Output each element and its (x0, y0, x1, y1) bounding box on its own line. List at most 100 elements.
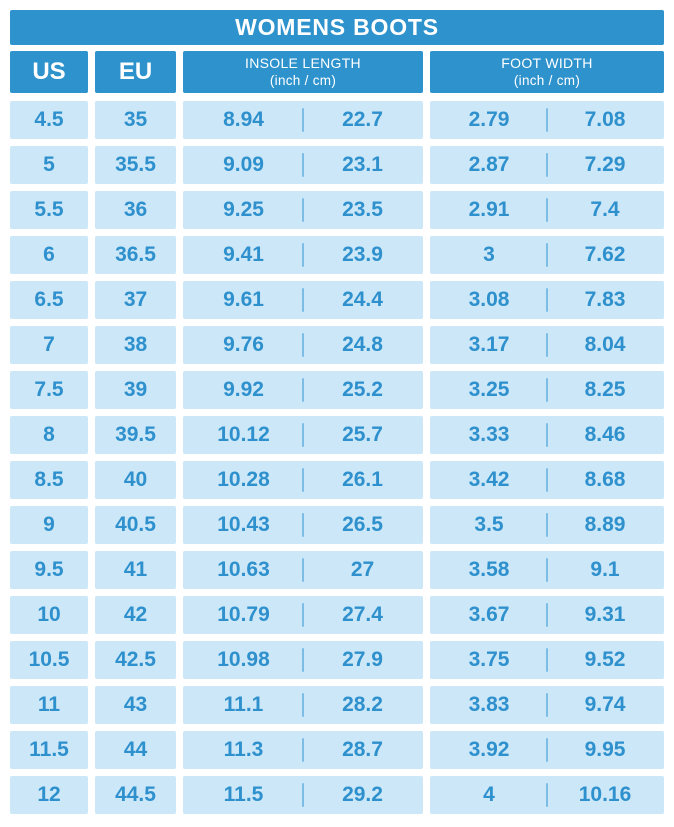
table-row: 6.5 37 9.61 24.4 3.08 7.83 (10, 281, 664, 319)
inch-cm-divider (302, 108, 304, 132)
foot-width-cell: 3.83 9.74 (430, 686, 664, 724)
insole-length-label: INSOLE LENGTH (245, 55, 361, 72)
width-inch-value: 3.17 (468, 333, 510, 356)
us-size-cell: 5 (10, 146, 88, 184)
inch-cm-divider (302, 783, 304, 807)
foot-width-cell: 2.91 7.4 (430, 191, 664, 229)
insole-cm-value: 28.7 (342, 738, 383, 761)
inch-cm-divider (302, 423, 304, 447)
us-size-cell: 9 (10, 506, 88, 544)
inch-cm-divider (302, 468, 304, 492)
width-cm-value: 7.83 (584, 288, 626, 311)
insole-cm-value: 23.5 (342, 198, 383, 221)
inch-cm-divider (302, 513, 304, 537)
insole-cm-value: 23.9 (342, 243, 383, 266)
width-inch-value: 3.75 (468, 648, 510, 671)
inch-cm-divider (546, 378, 548, 402)
inch-cm-divider (546, 108, 548, 132)
eu-size-cell: 39 (95, 371, 176, 409)
insole-length-cell: 11.5 29.2 (183, 776, 423, 814)
table-row: 9.5 41 10.63 27 3.58 9.1 (10, 551, 664, 589)
insole-cm-value: 25.2 (342, 378, 383, 401)
width-inch-value: 3.25 (468, 378, 510, 401)
table-row: 9 40.5 10.43 26.5 3.5 8.89 (10, 506, 664, 544)
table-row: 8 39.5 10.12 25.7 3.33 8.46 (10, 416, 664, 454)
us-size-cell: 11 (10, 686, 88, 724)
table-row: 11 43 11.1 28.2 3.83 9.74 (10, 686, 664, 724)
width-cm-value: 9.31 (584, 603, 626, 626)
insole-cm-value: 27.4 (342, 603, 383, 626)
us-size-cell: 12 (10, 776, 88, 814)
insole-cm-value: 27.9 (342, 648, 383, 671)
inch-cm-divider (302, 738, 304, 762)
insole-length-cell: 9.61 24.4 (183, 281, 423, 319)
insole-inch-value: 10.43 (217, 513, 270, 536)
insole-inch-value: 10.63 (217, 558, 270, 581)
table-row: 7 38 9.76 24.8 3.17 8.04 (10, 326, 664, 364)
width-cm-value: 7.4 (590, 198, 620, 221)
inch-cm-divider (302, 243, 304, 267)
col-header-insole-length: INSOLE LENGTH (inch / cm) (183, 51, 423, 93)
insole-inch-value: 9.76 (223, 333, 264, 356)
width-cm-value: 9.52 (584, 648, 626, 671)
insole-inch-value: 9.92 (223, 378, 264, 401)
inch-cm-divider (302, 693, 304, 717)
foot-width-cell: 2.79 7.08 (430, 101, 664, 139)
width-cm-value: 8.68 (584, 468, 626, 491)
insole-length-cell: 10.28 26.1 (183, 461, 423, 499)
insole-inch-value: 9.41 (223, 243, 264, 266)
width-inch-value: 3.33 (468, 423, 510, 446)
width-cm-value: 8.25 (584, 378, 626, 401)
table-rows: 4.5 35 8.94 22.7 2.79 7.08 5 35.5 9.09 2… (10, 101, 664, 814)
us-size-cell: 6.5 (10, 281, 88, 319)
width-inch-value: 3.58 (468, 558, 510, 581)
inch-cm-divider (546, 693, 548, 717)
eu-size-cell: 40 (95, 461, 176, 499)
insole-cm-value: 27 (350, 558, 375, 581)
table-row: 11.5 44 11.3 28.7 3.92 9.95 (10, 731, 664, 769)
width-cm-value: 9.1 (590, 558, 620, 581)
eu-size-cell: 43 (95, 686, 176, 724)
inch-cm-divider (302, 378, 304, 402)
insole-inch-value: 9.61 (223, 288, 264, 311)
insole-length-cell: 10.63 27 (183, 551, 423, 589)
table-row: 12 44.5 11.5 29.2 4 10.16 (10, 776, 664, 814)
eu-size-cell: 42 (95, 596, 176, 634)
width-cm-value: 7.08 (584, 108, 626, 131)
header-row: US EU INSOLE LENGTH (inch / cm) FOOT WID… (10, 51, 664, 93)
width-cm-value: 8.89 (584, 513, 626, 536)
width-cm-value: 8.04 (584, 333, 626, 356)
us-size-cell: 8.5 (10, 461, 88, 499)
eu-size-cell: 35.5 (95, 146, 176, 184)
insole-inch-value: 10.98 (217, 648, 270, 671)
insole-cm-value: 29.2 (342, 783, 383, 806)
inch-cm-divider (302, 198, 304, 222)
foot-width-cell: 3.67 9.31 (430, 596, 664, 634)
width-inch-value: 3.42 (468, 468, 510, 491)
inch-cm-divider (546, 333, 548, 357)
inch-cm-divider (546, 243, 548, 267)
width-cm-value: 8.46 (584, 423, 626, 446)
width-inch-value: 3 (483, 243, 495, 266)
table-row: 10.5 42.5 10.98 27.9 3.75 9.52 (10, 641, 664, 679)
width-cm-value: 7.62 (584, 243, 626, 266)
eu-size-cell: 39.5 (95, 416, 176, 454)
width-cm-value: 9.95 (584, 738, 626, 761)
width-cm-value: 7.29 (584, 153, 626, 176)
inch-cm-divider (546, 783, 548, 807)
width-inch-value: 4 (483, 783, 495, 806)
table-row: 10 42 10.79 27.4 3.67 9.31 (10, 596, 664, 634)
foot-width-units: (inch / cm) (513, 72, 581, 88)
insole-cm-value: 26.5 (342, 513, 383, 536)
us-size-cell: 7 (10, 326, 88, 364)
eu-size-cell: 37 (95, 281, 176, 319)
insole-inch-value: 10.28 (217, 468, 270, 491)
insole-inch-value: 10.79 (217, 603, 270, 626)
col-header-eu: EU (95, 51, 176, 93)
chart-title: WOMENS BOOTS (10, 10, 664, 45)
insole-inch-value: 8.94 (223, 108, 264, 131)
insole-length-cell: 10.79 27.4 (183, 596, 423, 634)
size-chart: WOMENS BOOTS US EU INSOLE LENGTH (inch /… (10, 10, 664, 814)
insole-length-cell: 9.09 23.1 (183, 146, 423, 184)
insole-length-cell: 10.98 27.9 (183, 641, 423, 679)
